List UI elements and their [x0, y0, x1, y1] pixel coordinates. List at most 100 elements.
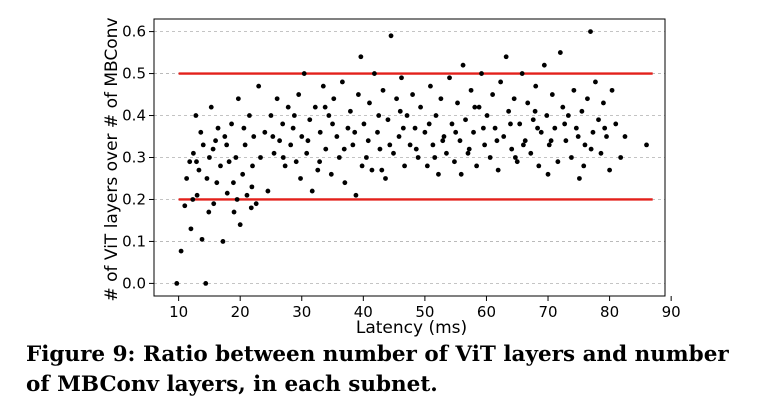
y-tick-label-4: 0.4 — [122, 107, 146, 125]
data-point-58 — [285, 104, 291, 110]
data-point-157 — [555, 159, 561, 165]
data-point-12 — [203, 281, 209, 286]
data-point-21 — [222, 134, 228, 139]
data-point-164 — [573, 125, 579, 131]
data-point-199 — [480, 125, 486, 131]
data-point-32 — [247, 113, 252, 118]
data-point-14 — [207, 155, 212, 160]
data-point-122 — [460, 62, 466, 68]
data-point-48 — [231, 180, 236, 186]
y-tick-label-3: 0.3 — [122, 149, 146, 167]
data-point-141 — [511, 96, 517, 102]
data-point-120 — [455, 100, 460, 106]
data-point-214 — [432, 155, 438, 160]
grid-lines — [154, 31, 665, 284]
data-point-15 — [208, 104, 214, 110]
data-point-139 — [506, 108, 512, 114]
data-point-8 — [194, 192, 200, 198]
data-point-183 — [280, 155, 286, 160]
data-point-35 — [253, 201, 259, 207]
data-point-77 — [336, 155, 342, 160]
data-point-18 — [215, 125, 221, 131]
data-point-99 — [396, 134, 402, 139]
data-point-146 — [525, 100, 531, 106]
data-point-79 — [342, 180, 348, 186]
data-point-185 — [305, 138, 311, 144]
data-point-17 — [213, 138, 218, 144]
data-point-220 — [545, 171, 551, 177]
data-point-197 — [453, 129, 459, 135]
data-point-51 — [265, 188, 271, 194]
data-point-71 — [320, 83, 326, 89]
data-point-159 — [560, 104, 566, 110]
data-point-142 — [514, 159, 520, 165]
data-point-95 — [385, 117, 391, 123]
data-point-196 — [440, 138, 446, 144]
data-point-33 — [249, 184, 255, 190]
data-point-4 — [187, 159, 193, 165]
data-point-10 — [199, 236, 205, 242]
data-point-54 — [274, 96, 280, 102]
data-point-70 — [317, 129, 323, 135]
data-point-87 — [364, 155, 369, 160]
data-point-107 — [418, 104, 423, 110]
data-point-174 — [601, 100, 606, 106]
data-point-27 — [235, 96, 241, 102]
data-point-180 — [622, 134, 628, 139]
data-point-119 — [452, 159, 457, 165]
y-tick-label-5: 0.5 — [122, 65, 146, 83]
x-tick-label-8: 90 — [662, 303, 681, 321]
data-point-37 — [258, 155, 263, 160]
data-point-19 — [218, 163, 223, 169]
data-point-152 — [541, 62, 547, 68]
data-point-205 — [562, 121, 568, 127]
data-point-92 — [377, 146, 383, 152]
data-point-13 — [204, 176, 210, 181]
data-point-198 — [466, 146, 472, 152]
data-point-158 — [557, 50, 563, 55]
data-point-148 — [530, 117, 536, 123]
data-point-26 — [233, 155, 239, 160]
data-point-215 — [512, 155, 518, 160]
data-point-59 — [288, 142, 294, 148]
x-axis-label: Latency (ms) — [356, 318, 467, 338]
data-point-39 — [198, 129, 204, 135]
data-point-154 — [546, 142, 552, 148]
data-point-42 — [224, 142, 230, 148]
data-point-134 — [492, 125, 498, 131]
data-point-30 — [242, 142, 248, 148]
data-point-175 — [604, 134, 609, 139]
y-tick-label-0: 0.0 — [122, 274, 146, 292]
data-point-201 — [508, 121, 513, 127]
data-point-145 — [522, 138, 528, 144]
scatter-chart: 10 20 30 40 50 60 70 80 90 0.0 0.1 0.2 0.3 0.4 0.5 0.6… — [102, 17, 681, 338]
data-point-150 — [536, 163, 542, 169]
data-point-5 — [188, 226, 194, 232]
data-point-83 — [353, 192, 359, 198]
data-point-193 — [400, 125, 406, 131]
data-point-212 — [532, 108, 538, 114]
data-point-25 — [231, 209, 237, 215]
data-point-216 — [581, 163, 587, 169]
y-axis-ticks: 0.0 0.1 0.2 0.3 0.4 0.5 0.6 — [122, 23, 154, 292]
data-point-60 — [290, 125, 296, 131]
data-point-44 — [241, 125, 247, 131]
data-point-207 — [588, 146, 594, 152]
y-tick-label-2: 0.2 — [122, 190, 146, 208]
data-point-80 — [345, 125, 351, 131]
data-point-98 — [394, 96, 399, 102]
data-point-177 — [609, 87, 615, 93]
x-tick-label-7: 80 — [600, 303, 619, 321]
data-point-91 — [375, 129, 380, 135]
data-point-186 — [317, 159, 323, 165]
data-point-121 — [457, 138, 463, 144]
data-point-101 — [402, 163, 407, 169]
data-point-81 — [348, 108, 353, 114]
data-point-217 — [298, 176, 303, 181]
data-point-52 — [268, 113, 274, 118]
data-point-147 — [528, 150, 534, 156]
data-point-182 — [270, 134, 276, 139]
data-point-106 — [415, 155, 421, 160]
data-point-137 — [501, 134, 507, 139]
x-tick-label-5: 60 — [477, 303, 496, 321]
